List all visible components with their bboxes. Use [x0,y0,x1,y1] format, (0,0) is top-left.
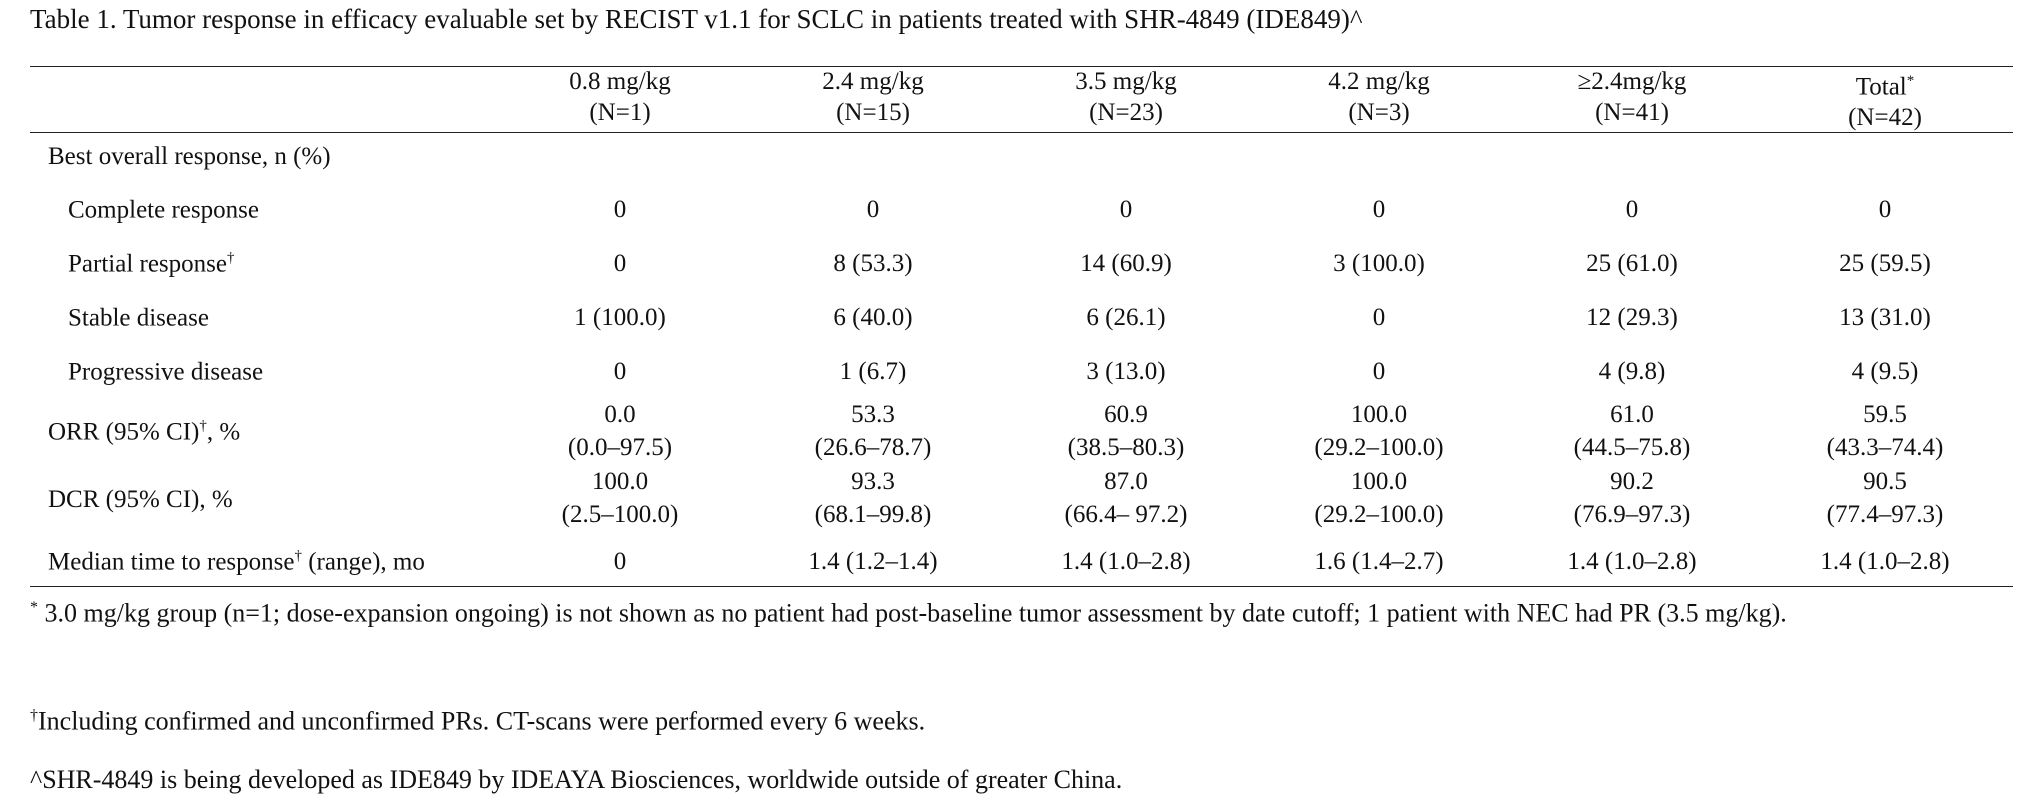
table-cell: 4 (9.5) [1851,358,1919,385]
dcr-label: DCR (95% CI), % [48,486,233,513]
table-cell: 0 [1372,196,1386,223]
table-cell: 13 (31.0) [1839,304,1931,331]
table-cell: 14 (60.9) [1080,250,1172,277]
table-cell: 6 (26.1) [1086,304,1166,331]
table-header-rule [30,132,2013,133]
table-cell: 0 [613,250,627,277]
row-label: Complete response [68,196,259,224]
orr-cell: 53.3 (26.6–78.7) [814,401,932,461]
orr-label: ORR (95% CI)†, % [48,418,241,446]
table-cell: 0 [866,196,880,223]
footnote-3: ^SHR-4849 is being developed as IDE849 b… [30,765,1123,794]
table-cell: 4 (9.8) [1598,358,1666,385]
column-header: 3.5 mg/kg (N=23) [1075,68,1177,126]
table-cell: 1 (6.7) [839,358,907,385]
table-cell: 0 [1372,304,1386,331]
orr-cell: 59.5 (43.3–74.4) [1826,401,1944,461]
footnote-1: * 3.0 mg/kg group (n=1; dose-expansion o… [30,598,1787,628]
mttr-cell: 1.4 (1.0–2.8) [1820,548,1950,575]
dcr-cell: 100.0 (29.2–100.0) [1314,468,1444,528]
table-cell: 6 (40.0) [833,304,913,331]
dcr-cell: 93.3 (68.1–99.8) [814,468,932,528]
row-label: Progressive disease [68,358,264,386]
orr-cell: 0.0 (0.0–97.5) [567,401,673,461]
table-cell: 0 [1625,196,1639,223]
table-cell: 0 [1372,358,1386,385]
orr-cell: 100.0 (29.2–100.0) [1314,401,1444,461]
mttr-cell: 0 [613,548,627,575]
table-bottom-rule [30,586,2013,587]
mttr-cell: 1.4 (1.0–2.8) [1061,548,1191,575]
table-cell: 25 (61.0) [1586,250,1678,277]
mttr-label: Median time to response† (range), mo [48,548,425,576]
column-header: 4.2 mg/kg (N=3) [1328,68,1430,126]
section-label: Best overall response, n (%) [48,143,331,170]
table-cell: 3 (13.0) [1086,358,1166,385]
footnote-2: †Including confirmed and unconfirmed PRs… [30,706,926,736]
table-cell: 1 (100.0) [574,304,666,331]
table-cell: 0 [1119,196,1133,223]
table-cell: 0 [613,196,627,223]
dcr-cell: 87.0 (66.4– 97.2) [1064,468,1188,528]
table-cell: 25 (59.5) [1839,250,1931,277]
mttr-cell: 1.4 (1.2–1.4) [808,548,938,575]
mttr-cell: 1.4 (1.0–2.8) [1567,548,1697,575]
column-header: 2.4 mg/kg (N=15) [822,68,924,126]
dcr-cell: 90.5 (77.4–97.3) [1826,468,1944,528]
table-caption: Table 1. Tumor response in efficacy eval… [30,4,1363,34]
row-label: Stable disease [68,304,209,332]
table-cell: 0 [613,358,627,385]
dcr-cell: 100.0 (2.5–100.0) [561,468,679,528]
column-header: ≥2.4mg/kg (N=41) [1577,68,1687,126]
table-cell: 3 (100.0) [1333,250,1425,277]
row-label: Partial response† [68,250,235,278]
dcr-cell: 90.2 (76.9–97.3) [1573,468,1691,528]
orr-cell: 61.0 (44.5–75.8) [1573,401,1691,461]
orr-cell: 60.9 (38.5–80.3) [1067,401,1185,461]
table-top-rule [30,66,2013,67]
mttr-cell: 1.6 (1.4–2.7) [1314,548,1444,575]
table-cell: 12 (29.3) [1586,304,1678,331]
table-cell: 0 [1878,196,1892,223]
column-header-total: Total* (N=42) [1848,73,1922,132]
table-cell: 8 (53.3) [833,250,913,277]
column-header: 0.8 mg/kg (N=1) [569,68,671,126]
